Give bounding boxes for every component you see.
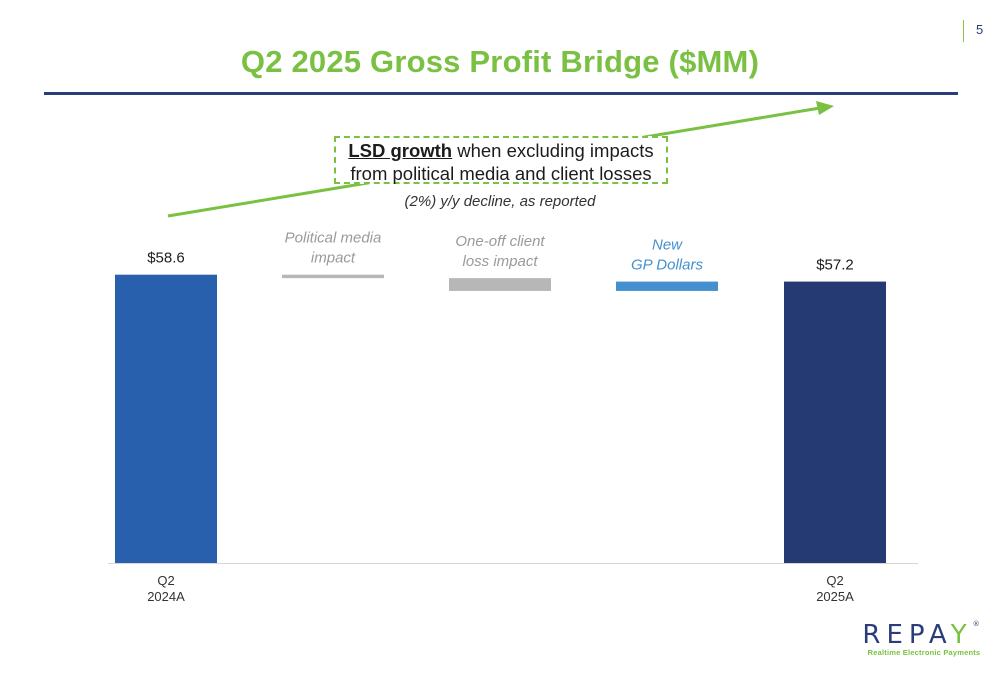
annotation-2-line-2: impact [311, 250, 356, 267]
annotation-4-line-2: GP Dollars [631, 257, 703, 274]
repay-logo: REPAY® Realtime Electronic Payments [862, 620, 986, 657]
bar-4 [616, 281, 718, 291]
category-label-1-line-2: 2024A [147, 589, 185, 604]
logo-wordmark-accent: Y [950, 620, 973, 650]
data-label-5: $57.2 [816, 257, 854, 274]
logo-tagline: Realtime Electronic Payments [867, 648, 981, 657]
data-label-1: $58.6 [147, 250, 185, 267]
callout-line-1: LSD growth when excluding impacts [336, 139, 666, 162]
logo-wordmark-left: REPA [862, 620, 951, 650]
annotation-2-line-1: Political media [285, 230, 382, 247]
page-number-divider [963, 20, 964, 42]
growth-callout-box: LSD growth when excluding impacts from p… [334, 136, 668, 184]
yoy-decline-note: (2%) y/y decline, as reported [404, 193, 596, 210]
category-label-1-line-1: Q2 [157, 573, 174, 588]
callout-bold: LSD growth [348, 140, 453, 161]
category-label-5-line-1: Q2 [826, 573, 843, 588]
callout-line-1-rest: when excluding impacts [452, 140, 654, 161]
page-number: 5 [976, 22, 984, 37]
bar-1 [115, 274, 217, 563]
category-label-5-line-2: 2025A [816, 589, 854, 604]
annotation-3-line-1: One-off client [455, 233, 545, 250]
logo-wordmark: REPAY® [862, 620, 986, 650]
callout-line-2: from political media and client losses [350, 163, 652, 184]
bar-5 [784, 281, 886, 563]
annotation-3-line-2: loss impact [462, 253, 538, 270]
bar-3 [449, 278, 551, 291]
logo-registered-mark: ® [972, 620, 986, 628]
annotation-4-line-1: New [652, 237, 683, 254]
title-underline [44, 92, 958, 95]
bar-2 [282, 274, 384, 279]
slide-title: Q2 2025 Gross Profit Bridge ($MM) [240, 44, 760, 79]
growth-arrow-head [816, 101, 834, 115]
